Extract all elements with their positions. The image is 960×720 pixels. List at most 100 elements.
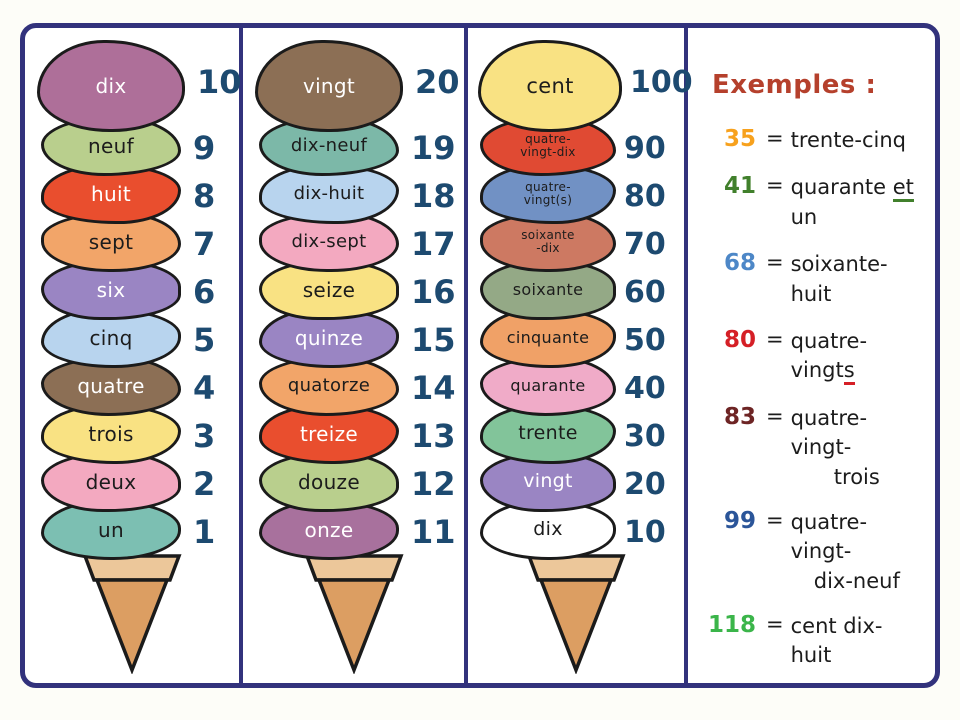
example-row-41: 41 = quarante et un [708, 173, 923, 232]
scoop-row: seize 16 [243, 260, 464, 320]
equals-sign: = [766, 507, 784, 532]
scoop-number: 11 [411, 513, 456, 551]
scoop-row: dix-sept 17 [243, 212, 464, 272]
scoop-10: dix [480, 500, 616, 560]
scoop-row: quatorze 14 [243, 356, 464, 416]
scoop-number: 6 [193, 273, 216, 311]
equals-sign: = [766, 612, 784, 637]
scoop-12: douze [259, 452, 399, 512]
ice-cream-cone-icon [243, 552, 464, 674]
example-words: quarante et un [790, 175, 914, 229]
scoop-row: trois 3 [25, 404, 239, 464]
example-words: quatre-vingts [791, 327, 923, 386]
scoop-number: 10 [624, 514, 666, 550]
example-words-line2: dix-neuf [813, 568, 900, 593]
scoop-number: 1 [193, 513, 216, 551]
example-number: 35 [723, 126, 756, 152]
scoop-number: 18 [411, 177, 456, 215]
scoop-row: vingt 20 [468, 452, 684, 512]
scoop-number: 30 [624, 418, 666, 454]
scoop-row: dix-huit 18 [243, 164, 464, 224]
example-words: trente-cinq [790, 128, 906, 152]
scoop-number: 2 [193, 465, 216, 503]
scoop-row: dix 10 [468, 500, 684, 560]
equals-sign: = [766, 403, 784, 428]
scoop-stack-units: dix 10 neuf 9 huit 8 sept 7 six 6 cinq 5 quatre 4 troi… [25, 28, 242, 560]
scoop-number: 5 [193, 321, 216, 359]
scoop-13: treize [259, 404, 399, 464]
scoop-row: un 1 [25, 500, 239, 560]
scoop-20: vingt [255, 40, 403, 132]
scoop-number: 40 [624, 370, 666, 406]
ice-cream-cone-icon [468, 552, 684, 674]
scoop-number: 70 [624, 226, 666, 262]
ice-cream-cone-icon [25, 552, 239, 674]
scoop-row: douze 12 [243, 452, 464, 512]
scoop-row: soixante -dix 70 [468, 212, 684, 272]
scoop-row: dix 10 [25, 40, 242, 132]
example-number: 118 [708, 612, 757, 639]
scoop-number: 15 [411, 321, 456, 359]
scoop-80: quatre- vingt(s) [480, 164, 616, 224]
equals-sign: = [766, 250, 784, 275]
scoop-row: cinq 5 [25, 308, 239, 368]
scoop-row: six 6 [25, 260, 239, 320]
examples-list: 35 = trente-cinq 41 = quarante et un 68 = soixan… [708, 126, 923, 683]
panel-teens-11-20: vingt 20 dix-neuf 19 dix-huit 18 dix-sept 17 sei… [243, 28, 468, 683]
scoop-number: 3 [193, 417, 216, 455]
scoop-row: cinquante 50 [468, 308, 684, 368]
scoop-number: 20 [624, 466, 666, 502]
scoop-number: 100 [630, 64, 693, 100]
scoop-number: 14 [411, 369, 456, 407]
example-words: soixante-huit [790, 252, 888, 306]
scoop-row: treize 13 [243, 404, 464, 464]
example-row-99: 99 = quatre-vingt-dix-neuf [708, 508, 923, 596]
example-number: 41 [723, 173, 756, 200]
example-number: 99 [723, 507, 756, 534]
panel-units-1-10: dix 10 neuf 9 huit 8 sept 7 six 6 cinq 5 quatre 4 troi… [25, 28, 243, 683]
scoop-number: 19 [411, 129, 456, 167]
scoop-row: quinze 15 [243, 308, 464, 368]
example-number: 83 [723, 403, 756, 430]
scoop-row: quarante 40 [468, 356, 684, 416]
scoop-number: 13 [411, 417, 456, 455]
example-words: quatre-vingt-dix-neuf [791, 508, 923, 596]
scoop-row: vingt 20 [243, 40, 464, 132]
scoop-row: quatre- vingt(s) 80 [468, 164, 684, 224]
scoop-100: cent [478, 40, 622, 132]
scoop-row: neuf 9 [25, 116, 239, 176]
scoop-number: 80 [624, 178, 666, 214]
scoop-row: quatre 4 [25, 356, 239, 416]
scoop-number: 4 [193, 369, 216, 407]
example-row-68: 68 = soixante-huit [708, 250, 923, 309]
example-words-line2: trois [833, 464, 880, 489]
scoop-row: cent 100 [468, 40, 693, 132]
example-row-80: 80 = quatre-vingts [708, 327, 923, 386]
examples-title: Exemples : [712, 70, 877, 100]
scoop-row: onze 11 [243, 500, 464, 560]
scoop-number: 8 [193, 177, 216, 215]
equals-sign: = [766, 126, 784, 150]
example-words: quatre-vingt-trois [791, 404, 923, 492]
example-row-83: 83 = quatre-vingt-trois [708, 404, 923, 492]
scoop-number: 60 [624, 274, 666, 310]
equals-sign: = [766, 326, 784, 351]
numbers-poster: dix 10 neuf 9 huit 8 sept 7 six 6 cinq 5 quatre 4 troi… [20, 23, 940, 688]
scoop-stack-teens: vingt 20 dix-neuf 19 dix-huit 18 dix-sept 17 sei… [243, 28, 464, 560]
scoop-number: 12 [411, 465, 456, 503]
scoop-row: huit 8 [25, 164, 239, 224]
equals-sign: = [766, 173, 784, 198]
scoop-stack-tens: cent 100 quatre- vingt-dix 90 quatre- vingt(… [468, 28, 693, 560]
scoop-10: dix [37, 40, 185, 132]
scoop-number: 10 [197, 63, 242, 101]
example-number: 80 [723, 326, 756, 353]
scoop-row: trente 30 [468, 404, 684, 464]
scoop-number: 16 [411, 273, 456, 311]
scoop-row: deux 2 [25, 452, 239, 512]
scoop-number: 17 [411, 225, 456, 263]
scoop-8: huit [41, 164, 181, 224]
scoop-row: soixante 60 [468, 260, 684, 320]
scoop-row: dix-neuf 19 [243, 116, 464, 176]
scoop-number: 9 [193, 129, 216, 167]
scoop-number: 90 [624, 130, 666, 166]
